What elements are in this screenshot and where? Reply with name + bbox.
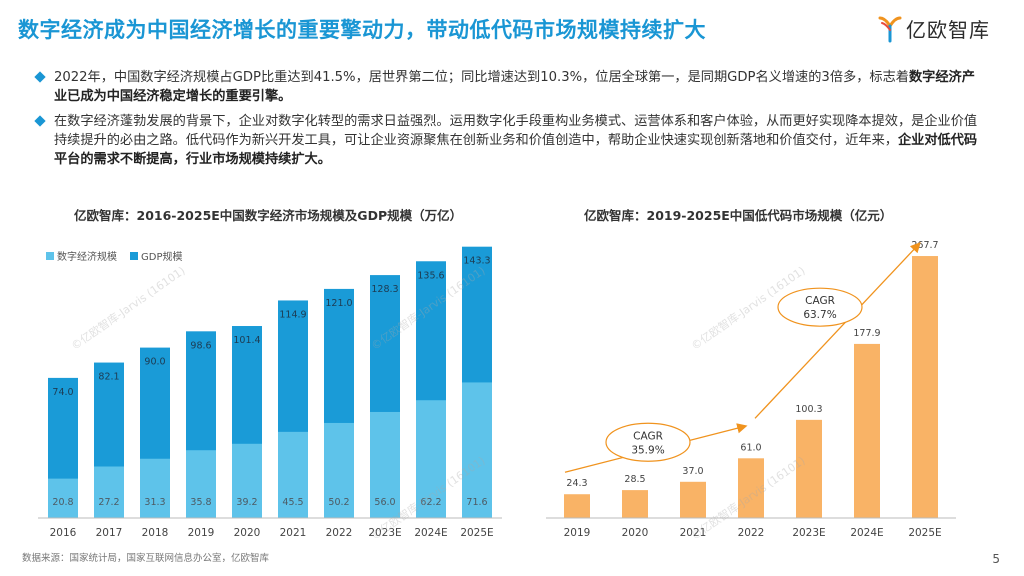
x-tick-label: 2021 (680, 527, 707, 539)
bar-digital-economy (186, 450, 216, 518)
data-label: 267.7 (911, 240, 938, 251)
data-label: 177.9 (853, 328, 880, 339)
bar-digital-economy (278, 431, 308, 518)
x-tick-label: 2018 (142, 527, 169, 539)
data-label-gdp: 90.0 (144, 357, 165, 368)
x-tick-label: 2025E (460, 527, 493, 539)
data-label-digital: 62.2 (420, 497, 441, 508)
bar-digital-economy (140, 458, 170, 518)
x-tick-label: 2024E (414, 527, 447, 539)
cagr-bubble-1 (605, 422, 691, 462)
data-label: 100.3 (795, 404, 822, 415)
data-label-gdp: 143.3 (463, 256, 490, 267)
summary-bullets: 2022年，中国数字经济规模占GDP比重达到41.5%，居世界第二位；同比增速达… (34, 68, 984, 175)
data-label: 24.3 (566, 478, 587, 489)
data-label-gdp: 101.4 (233, 335, 260, 346)
data-label-gdp: 135.6 (417, 270, 444, 281)
x-tick-label: 2020 (622, 527, 649, 539)
legend-label-gdp: GDP规模 (141, 250, 182, 263)
bar-digital-economy (232, 443, 262, 518)
x-tick-label: 2020 (234, 527, 261, 539)
data-label-digital: 50.2 (328, 497, 349, 508)
x-tick-label: 2025E (908, 527, 941, 539)
data-label-digital: 27.2 (98, 497, 119, 508)
x-tick-label: 2019 (188, 527, 215, 539)
cagr-value-1: 35.9% (631, 444, 664, 456)
data-label: 61.0 (740, 442, 761, 453)
bar-low-code-market (912, 256, 938, 518)
x-tick-label: 2021 (280, 527, 307, 539)
diamond-bullet-icon (34, 71, 46, 83)
legend-swatch-gdp (130, 252, 138, 260)
page-number: 5 (992, 552, 1000, 566)
data-label-gdp: 114.9 (279, 309, 306, 320)
data-label-gdp: 82.1 (98, 372, 119, 383)
x-tick-label: 2016 (50, 527, 77, 539)
bullet-bold-text: 企业对低代码平台的需求不断提高，行业市场规模持续扩大。 (54, 133, 978, 167)
logo-text: 亿欧智库 (906, 18, 990, 42)
data-label-digital: 31.3 (144, 497, 165, 508)
x-tick-label: 2017 (96, 527, 123, 539)
data-label-gdp: 128.3 (371, 284, 398, 295)
x-tick-label: 2024E (850, 527, 883, 539)
bar-digital-economy (370, 411, 400, 518)
data-label-digital: 56.0 (374, 497, 395, 508)
legend-label-digital: 数字经济规模 (57, 250, 117, 263)
yiou-logo-icon (878, 16, 902, 42)
cagr-arrow-2 (754, 242, 921, 419)
x-tick-label: 2022 (738, 527, 765, 539)
cagr-bubble-2 (777, 287, 863, 327)
data-label-digital: 71.6 (466, 497, 487, 508)
x-tick-label: 2023E (368, 527, 401, 539)
bar-low-code-market (854, 343, 880, 518)
x-tick-label: 2023E (792, 527, 825, 539)
logo: 亿欧智库 (878, 14, 990, 43)
bar-digital-economy (324, 422, 354, 518)
bullet-text: 2022年，中国数字经济规模占GDP比重达到41.5%，居世界第二位；同比增速达… (54, 70, 909, 85)
bar-low-code-market (680, 481, 706, 518)
x-tick-label: 2022 (326, 527, 353, 539)
x-tick-label: 2019 (564, 527, 591, 539)
cagr-value-2: 63.7% (803, 309, 836, 321)
bar-digital-economy (94, 466, 124, 518)
data-label: 37.0 (682, 466, 703, 477)
bar-low-code-market (564, 494, 590, 518)
digital-economy-gdp-chart: 数字经济规模 GDP规模 74.0 20.8 2016 82.1 27.2 2017 90.0 3… (38, 246, 502, 539)
bar-digital-economy (48, 478, 78, 518)
legend-swatch-digital (46, 252, 54, 260)
data-label-digital: 20.8 (52, 497, 73, 508)
data-source-note: 数据来源：国家统计局，国家互联网信息办公室，亿欧智库 (22, 553, 270, 564)
bar-low-code-market (738, 458, 764, 518)
bar-low-code-market (796, 419, 822, 518)
data-label-digital: 35.8 (190, 497, 211, 508)
data-label-gdp: 74.0 (52, 387, 73, 398)
page-title: 数字经济成为中国经济增长的重要擎动力，带动低代码市场规模持续扩大 (18, 18, 706, 42)
bullet-text: 在数字经济蓬勃发展的背景下，企业对数字化转型的需求日益强烈。运用数字化手段重构业… (54, 114, 978, 148)
chart-title-left: 亿欧智库：2016-2025E中国数字经济市场规模及GDP规模（万亿） (74, 208, 463, 223)
data-label-gdp: 121.0 (325, 298, 352, 309)
bullet-bold-text: 数字经济产业已成为中国经济稳定增长的重要引擎。 (54, 70, 975, 104)
bar-low-code-market (622, 490, 648, 518)
cagr-label-1: CAGR (633, 430, 663, 442)
low-code-market-chart: 24.3 2019 28.5 2020 37.0 2021 61.0 2022 100.3 202… (546, 240, 956, 539)
cagr-label-2: CAGR (805, 295, 835, 307)
chart-title-right: 亿欧智库：2019-2025E中国低代码市场规模（亿元） (584, 208, 893, 223)
bar-digital-economy (462, 382, 492, 518)
data-label-gdp: 98.6 (190, 340, 211, 351)
diamond-bullet-icon (34, 115, 46, 127)
data-label-digital: 39.2 (236, 497, 257, 508)
bullet-item: 2022年，中国数字经济规模占GDP比重达到41.5%，居世界第二位；同比增速达… (34, 68, 984, 106)
bullet-item: 在数字经济蓬勃发展的背景下，企业对数字化转型的需求日益强烈。运用数字化手段重构业… (34, 112, 984, 169)
bar-digital-economy (416, 400, 446, 518)
data-label-digital: 45.5 (282, 497, 303, 508)
data-label: 28.5 (624, 474, 645, 485)
